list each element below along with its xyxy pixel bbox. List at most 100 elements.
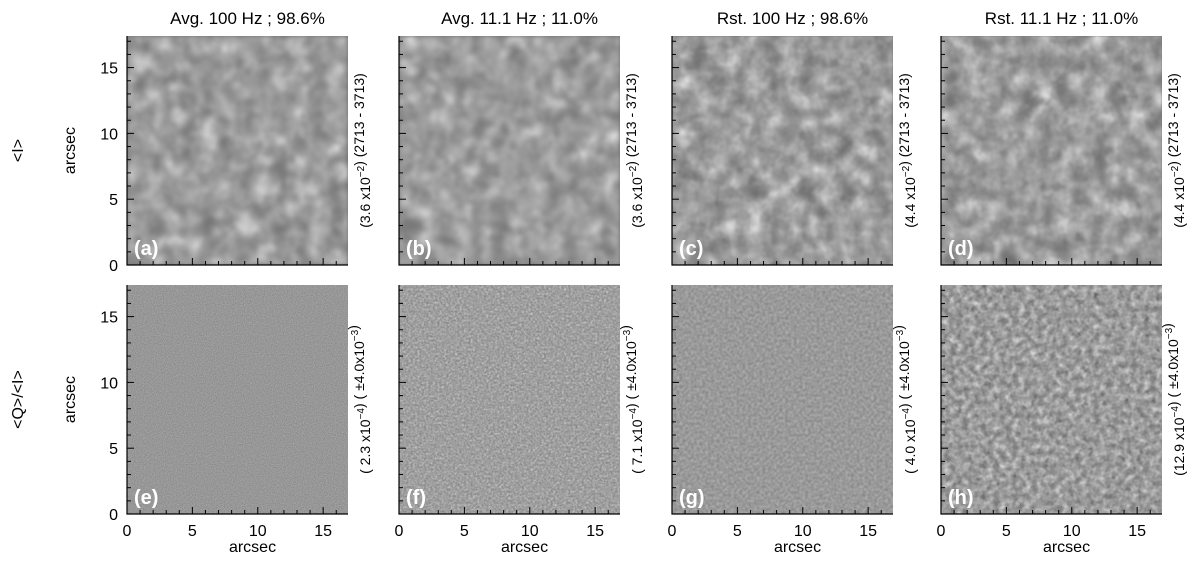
panel-g: (g) xyxy=(671,285,893,515)
intensity-annotation: (4.4 x10−2) (2713 - 3713) xyxy=(1165,73,1187,228)
intensity-annotation: (3.6 x10−2) (2713 - 3713) xyxy=(623,73,645,228)
exponent: −3 xyxy=(1164,327,1175,339)
polarization-annotation: ( 7.1 x10−4) ( ±4.0x10−3) xyxy=(617,325,645,474)
annotation-part: ( 2.3 x10 xyxy=(357,419,373,474)
annotation-part: ) ( ±4.0x10 xyxy=(623,341,639,408)
panel-image xyxy=(399,36,620,265)
annotation-part: ) ( ±4.0x10 xyxy=(351,341,367,408)
column-title: Avg. 11.1 Hz ; 11.0% xyxy=(441,9,598,28)
x-tick-label: 5 xyxy=(733,523,742,540)
panel-tag: (f) xyxy=(406,487,426,509)
y-tick-label: 10 xyxy=(100,126,118,143)
panel-tag: (d) xyxy=(948,238,974,260)
intensity-annotation: (3.6 x10−2) (2713 - 3713) xyxy=(351,73,373,228)
y-axis-label: arcsec xyxy=(62,376,79,423)
panel-image xyxy=(941,285,1162,514)
y-tick-label: 15 xyxy=(100,61,118,78)
column-title: Rst. 100 Hz ; 98.6% xyxy=(717,9,868,28)
panel-image xyxy=(127,285,348,514)
x-tick-label: 5 xyxy=(1002,523,1011,540)
x-tick-label: 5 xyxy=(188,523,197,540)
annotation-part: ) ( ±4.0x10 xyxy=(1165,339,1181,406)
annotation-part: (12.9 x10 xyxy=(1171,417,1187,476)
annotation-part: ) xyxy=(345,325,361,330)
exponent: −2 xyxy=(1170,165,1181,177)
annotation-part: ) (2713 - 3713) xyxy=(896,73,912,166)
panel-tag: (e) xyxy=(134,487,158,509)
panel-tag: (h) xyxy=(948,487,974,509)
annotation-part: (3.6 x10 xyxy=(629,177,645,228)
panel-tag: (g) xyxy=(679,487,705,509)
panel-a: (a) xyxy=(126,36,348,266)
x-tick-label: 15 xyxy=(859,523,877,540)
x-tick-label: 0 xyxy=(937,523,946,540)
annotation-part: (4.4 x10 xyxy=(1171,177,1187,228)
x-axis-label: arcsec xyxy=(501,539,548,556)
x-tick-label: 5 xyxy=(460,523,469,540)
annotation-part: (3.6 x10 xyxy=(357,177,373,228)
exponent: −4 xyxy=(356,408,367,420)
x-tick-label: 0 xyxy=(668,523,677,540)
annotation-part: ) (2713 - 3713) xyxy=(623,73,639,166)
polarization-annotation: ( 2.3 x10−4) ( ±4.0x10−3) xyxy=(345,325,373,474)
exponent: −4 xyxy=(628,408,639,420)
annotation-part: ) xyxy=(1159,323,1175,328)
panel-tag: (a) xyxy=(134,238,158,260)
panel-h: (h) xyxy=(940,285,1162,515)
y-axis-label: arcsec xyxy=(62,127,79,174)
panel-c: (c) xyxy=(671,36,893,266)
row-label: <Q>/<I> xyxy=(10,370,27,429)
y-tick-label: 5 xyxy=(109,192,118,209)
panel-tag: (b) xyxy=(406,238,432,260)
y-tick-label: 0 xyxy=(109,258,118,275)
exponent: −3 xyxy=(895,329,906,341)
panel-d: (d) xyxy=(940,36,1162,266)
annotation-part: (4.4 x10 xyxy=(902,177,918,228)
x-tick-label: 0 xyxy=(123,523,132,540)
exponent: −3 xyxy=(350,329,361,341)
exponent: −2 xyxy=(901,165,912,177)
y-tick-label: 0 xyxy=(109,507,118,524)
x-axis-label: arcsec xyxy=(774,539,821,556)
y-tick-label: 5 xyxy=(109,441,118,458)
panel-image xyxy=(127,36,348,265)
panel-image xyxy=(672,285,893,514)
panel-e: (e) xyxy=(126,285,348,515)
panel-f: (f) xyxy=(398,285,620,515)
x-tick-label: 15 xyxy=(586,523,604,540)
annotation-part: ( 7.1 x10 xyxy=(629,419,645,474)
column-title: Avg. 100 Hz ; 98.6% xyxy=(170,9,325,28)
panel-tag: (c) xyxy=(679,238,703,260)
annotation-part: ) xyxy=(617,325,633,330)
annotation-part: ) xyxy=(890,325,906,330)
polarization-annotation: ( 4.0 x10−4) ( ±4.0x10−3) xyxy=(890,325,918,474)
row-label: <I> xyxy=(10,139,27,162)
annotation-part: ) ( ±4.0x10 xyxy=(896,341,912,408)
exponent: −4 xyxy=(901,408,912,420)
exponent: −2 xyxy=(628,165,639,177)
x-tick-label: 15 xyxy=(1128,523,1146,540)
x-axis-label: arcsec xyxy=(229,539,276,556)
panel-image xyxy=(399,285,620,514)
panel-image xyxy=(672,36,893,265)
x-tick-label: 10 xyxy=(1063,523,1081,540)
panel-image xyxy=(941,36,1162,265)
exponent: −2 xyxy=(356,165,367,177)
x-tick-label: 10 xyxy=(794,523,812,540)
panel-b: (b) xyxy=(398,36,620,266)
x-tick-label: 0 xyxy=(395,523,404,540)
x-axis-label: arcsec xyxy=(1043,539,1090,556)
annotation-part: ) (2713 - 3713) xyxy=(1165,73,1181,166)
y-tick-label: 10 xyxy=(100,375,118,392)
annotation-part: ( 4.0 x10 xyxy=(902,419,918,474)
polarization-annotation: (12.9 x10−4) ( ±4.0x10−3) xyxy=(1159,323,1187,476)
x-tick-label: 10 xyxy=(249,523,267,540)
column-title: Rst. 11.1 Hz ; 11.0% xyxy=(985,9,1138,28)
exponent: −3 xyxy=(622,329,633,341)
annotation-part: ) (2713 - 3713) xyxy=(351,73,367,166)
x-tick-label: 10 xyxy=(521,523,539,540)
x-tick-label: 15 xyxy=(314,523,332,540)
intensity-annotation: (4.4 x10−2) (2713 - 3713) xyxy=(896,73,918,228)
y-tick-label: 15 xyxy=(100,310,118,327)
